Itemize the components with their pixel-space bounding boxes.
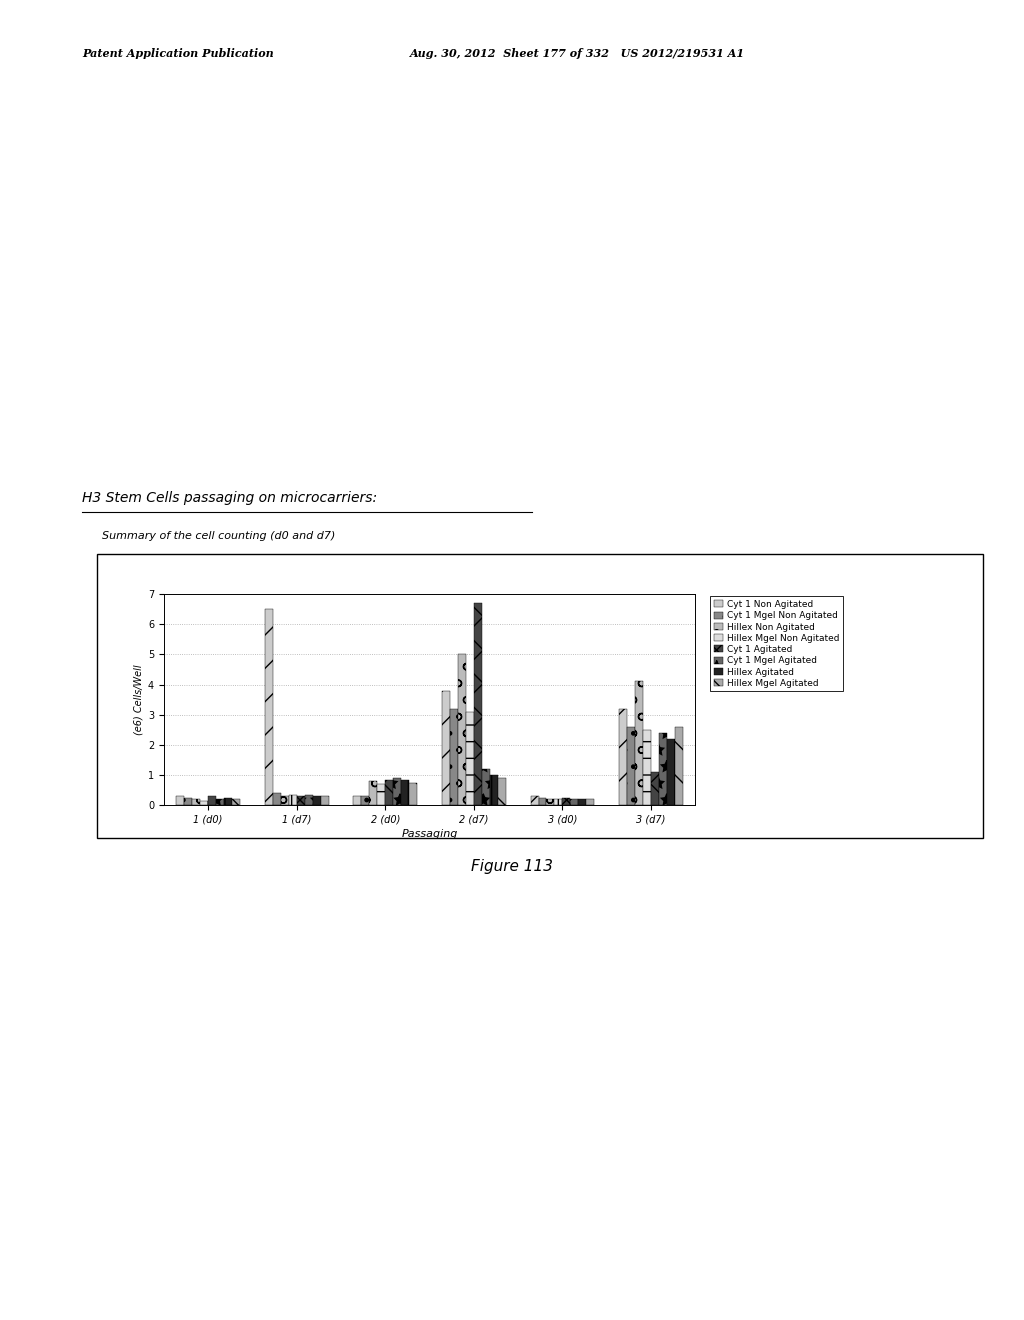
Legend: Cyt 1 Non Agitated, Cyt 1 Mgel Non Agitated, Hillex Non Agitated, Hillex Mgel No: Cyt 1 Non Agitated, Cyt 1 Mgel Non Agita…	[711, 597, 843, 692]
Bar	[184, 797, 193, 805]
Bar	[176, 796, 184, 805]
Text: H3 Stem Cells passaging on microcarriers:: H3 Stem Cells passaging on microcarriers…	[82, 491, 377, 504]
Text: Aug. 30, 2012  Sheet 177 of 332   US 2012/219531 A1: Aug. 30, 2012 Sheet 177 of 332 US 2012/2…	[410, 48, 744, 59]
Bar	[393, 777, 401, 805]
Bar	[562, 797, 570, 805]
X-axis label: Passaging: Passaging	[401, 829, 458, 840]
Bar	[547, 799, 554, 805]
Y-axis label: (e6) Cells/Well: (e6) Cells/Well	[134, 664, 143, 735]
Bar	[458, 655, 466, 805]
Bar	[297, 796, 305, 805]
Bar	[272, 793, 281, 805]
Bar	[474, 603, 482, 805]
Text: Figure 113: Figure 113	[471, 859, 553, 874]
Bar	[353, 796, 361, 805]
Bar	[410, 783, 417, 805]
Bar	[216, 799, 224, 805]
Bar	[312, 796, 321, 805]
Bar	[289, 795, 297, 805]
Bar	[466, 711, 474, 805]
Bar	[627, 727, 635, 805]
Bar	[579, 799, 587, 805]
Bar	[200, 801, 208, 805]
Bar	[675, 727, 683, 805]
Bar	[643, 730, 651, 805]
Bar	[539, 797, 547, 805]
Bar	[401, 780, 410, 805]
Bar	[489, 775, 498, 805]
Bar	[498, 777, 506, 805]
Bar	[530, 796, 539, 805]
Bar	[667, 739, 675, 805]
Bar	[305, 795, 312, 805]
Bar	[385, 780, 393, 805]
Bar	[620, 709, 627, 805]
Bar	[587, 799, 594, 805]
Bar	[377, 784, 385, 805]
Bar	[370, 781, 377, 805]
Text: Patent Application Publication: Patent Application Publication	[82, 48, 273, 59]
Bar	[442, 690, 450, 805]
Bar	[232, 799, 240, 805]
Bar	[570, 799, 579, 805]
Bar	[281, 796, 289, 805]
Bar	[450, 709, 458, 805]
Bar	[651, 772, 659, 805]
Bar	[659, 733, 667, 805]
Bar	[208, 796, 216, 805]
Bar	[482, 770, 489, 805]
Bar	[321, 796, 329, 805]
Bar	[635, 681, 643, 805]
Bar	[554, 799, 562, 805]
Bar	[224, 797, 232, 805]
Bar	[193, 799, 200, 805]
Bar	[265, 609, 272, 805]
Bar	[361, 796, 370, 805]
Text: Summary of the cell counting (d0 and d7): Summary of the cell counting (d0 and d7)	[102, 531, 336, 541]
